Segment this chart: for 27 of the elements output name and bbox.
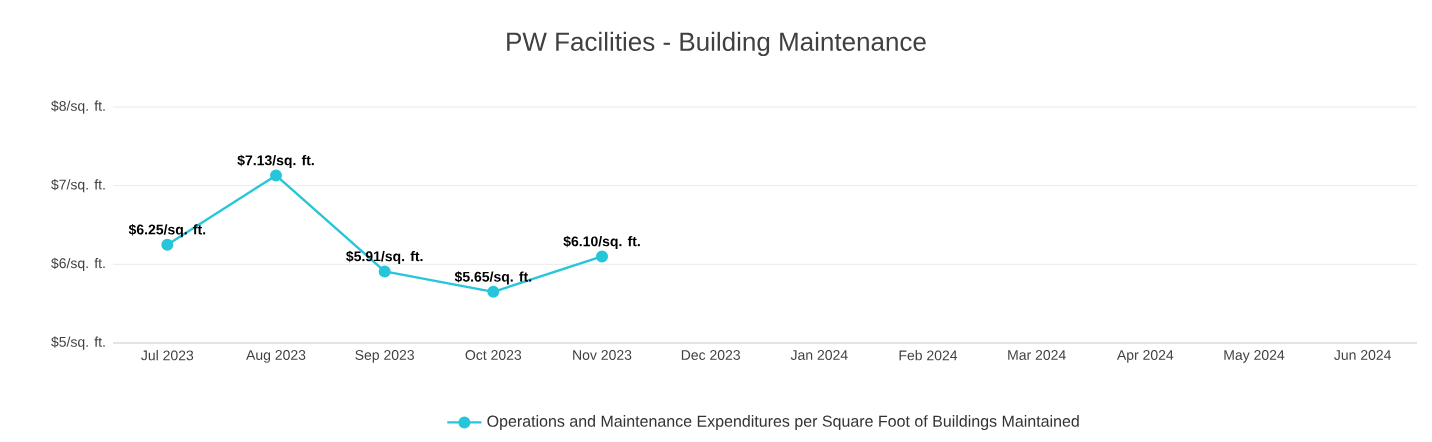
point: [378, 265, 391, 278]
x-tick-label: Jul 2023: [141, 350, 194, 361]
legend-label: Operations and Maintenance Expenditures per Square Foot of Buildings Maintained: [487, 415, 1079, 431]
x-tick-label: Sep 2023: [355, 350, 414, 363]
x-tick-label: May 2024: [1224, 350, 1285, 363]
x-tick-label: Oct 2023: [465, 350, 522, 360]
data-label: $5.65/sq. ft.: [454, 271, 532, 285]
x-tick-label: Nov 2023: [573, 350, 632, 360]
point: [487, 285, 500, 298]
y-tick-label: $5/sq. ft.: [51, 336, 105, 350]
y-tick-label: $8/sq. ft.: [51, 100, 105, 114]
x-tick-label: Jan 2024: [790, 350, 848, 360]
x-tick-label: Feb 2024: [899, 350, 958, 361]
x-tick-label: Apr 2024: [1116, 350, 1174, 363]
data-label: $6.25/sq. ft.: [128, 223, 206, 238]
data-label: $6.10/sq. ft.: [563, 235, 640, 250]
x-tick-label: Aug 2023: [246, 350, 306, 363]
y-tick-label: $7/sq. ft.: [51, 179, 105, 193]
y-tick-label: $6/sq. ft.: [51, 257, 105, 271]
x-tick-label: Dec 2023: [681, 350, 740, 360]
point: [270, 169, 282, 182]
data-label: $7.13/sq. ft.: [237, 154, 314, 169]
point: [596, 250, 608, 263]
chart-title: PW Facilities - Building Maintenance: [507, 31, 926, 57]
x-tick-label: Jun 2024: [1334, 350, 1392, 360]
point: [161, 238, 174, 251]
x-tick-label: Mar 2024: [1008, 350, 1066, 360]
